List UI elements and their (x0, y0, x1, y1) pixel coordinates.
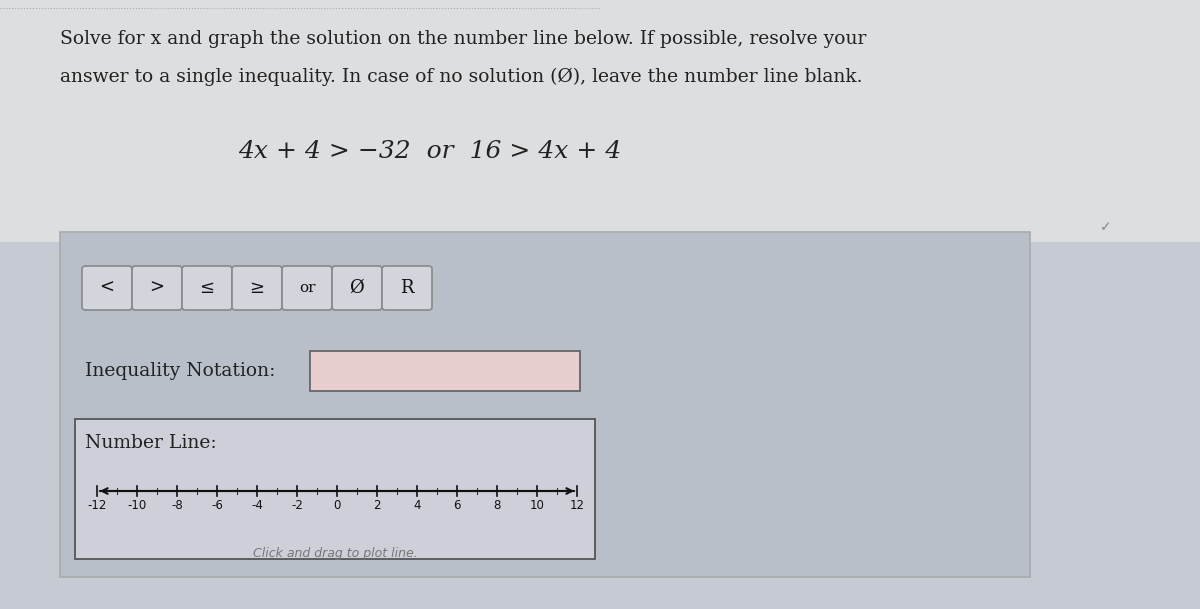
Text: >: > (150, 279, 164, 297)
Text: -2: -2 (292, 499, 302, 512)
FancyBboxPatch shape (132, 266, 182, 310)
Text: Number Line:: Number Line: (85, 434, 217, 452)
FancyBboxPatch shape (310, 351, 580, 391)
FancyBboxPatch shape (332, 266, 382, 310)
Text: 4: 4 (413, 499, 421, 512)
FancyBboxPatch shape (82, 266, 132, 310)
Text: -4: -4 (251, 499, 263, 512)
Text: Inequality Notation:: Inequality Notation: (85, 362, 275, 380)
FancyBboxPatch shape (182, 266, 232, 310)
Text: ≥: ≥ (250, 279, 264, 297)
Text: R: R (401, 279, 414, 297)
Text: -10: -10 (127, 499, 146, 512)
FancyBboxPatch shape (0, 0, 1200, 242)
FancyBboxPatch shape (382, 266, 432, 310)
Text: 8: 8 (493, 499, 500, 512)
Text: 10: 10 (529, 499, 545, 512)
Text: 4x + 4 > −32  or  16 > 4x + 4: 4x + 4 > −32 or 16 > 4x + 4 (239, 140, 622, 163)
Text: <: < (100, 279, 114, 297)
Text: answer to a single inequality. In case of no solution (Ø), leave the number line: answer to a single inequality. In case o… (60, 68, 863, 86)
Text: Click and drag to plot line.: Click and drag to plot line. (253, 547, 418, 560)
FancyBboxPatch shape (232, 266, 282, 310)
FancyBboxPatch shape (60, 232, 1030, 577)
Text: -6: -6 (211, 499, 223, 512)
FancyBboxPatch shape (74, 419, 595, 559)
Text: -12: -12 (88, 499, 107, 512)
Text: 12: 12 (570, 499, 584, 512)
FancyBboxPatch shape (282, 266, 332, 310)
Text: 0: 0 (334, 499, 341, 512)
Text: or: or (299, 281, 316, 295)
Text: Solve for x and graph the solution on the number line below. If possible, resolv: Solve for x and graph the solution on th… (60, 30, 866, 48)
Text: ≤: ≤ (199, 279, 215, 297)
Text: Ø: Ø (349, 279, 365, 297)
Text: -8: -8 (172, 499, 182, 512)
Text: 6: 6 (454, 499, 461, 512)
Text: ✓: ✓ (1100, 220, 1111, 234)
Text: 2: 2 (373, 499, 380, 512)
